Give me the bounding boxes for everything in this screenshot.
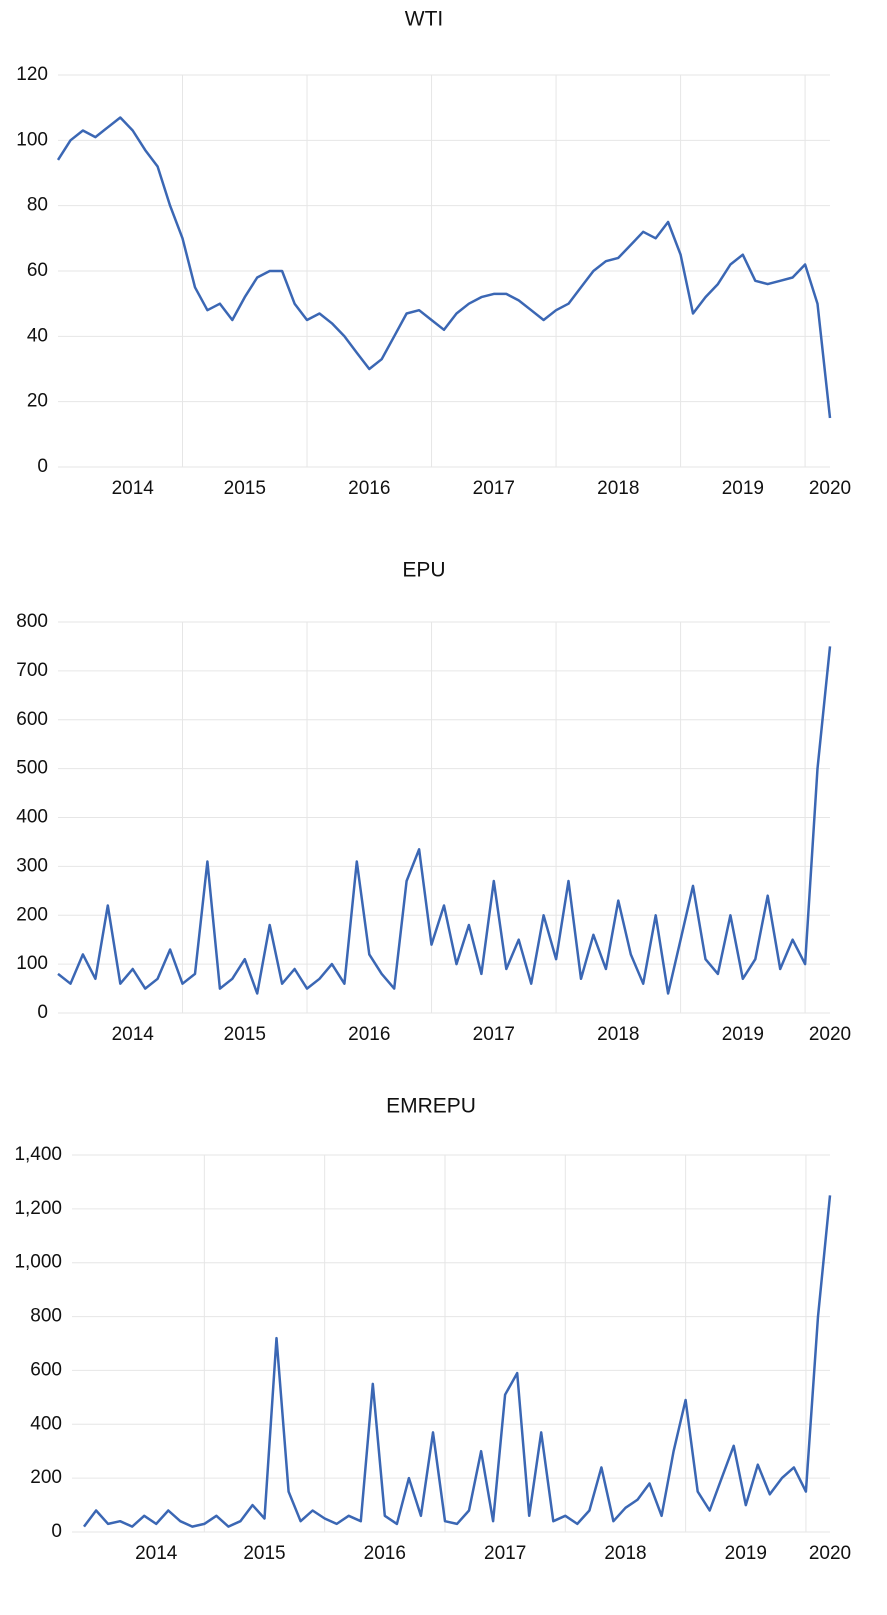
y-tick-label: 700	[16, 660, 48, 681]
x-tick-label: 2014	[112, 1024, 155, 1045]
x-tick-label: 2017	[484, 1543, 526, 1564]
x-tick-label: 2020	[809, 478, 851, 499]
x-tick-label: 2017	[473, 1024, 515, 1045]
x-tick-label: 2015	[224, 478, 266, 499]
y-tick-label: 200	[30, 1467, 62, 1488]
x-tick-label: 2018	[604, 1543, 646, 1564]
y-tick-label: 20	[27, 391, 48, 412]
y-tick-label: 60	[27, 260, 48, 281]
y-tick-label: 0	[37, 456, 48, 477]
x-tick-label: 2020	[809, 1543, 851, 1564]
y-tick-label: 0	[51, 1521, 62, 1542]
y-tick-label: 1,200	[14, 1198, 62, 1219]
x-tick-label: 2016	[348, 1024, 390, 1045]
data-line	[57, 646, 832, 995]
chart-title: WTI	[405, 8, 443, 31]
y-tick-label: 80	[27, 195, 48, 216]
x-tick-label: 2016	[364, 1543, 406, 1564]
x-tick-label: 2020	[809, 1024, 851, 1045]
y-tick-label: 120	[16, 64, 48, 85]
x-tick-label: 2014	[135, 1543, 178, 1564]
y-tick-label: 300	[16, 855, 48, 876]
y-tick-label: 800	[30, 1306, 62, 1327]
data-line	[56, 116, 832, 419]
x-tick-label: 2019	[725, 1543, 767, 1564]
y-tick-label: 600	[30, 1359, 62, 1380]
y-tick-label: 400	[16, 807, 48, 828]
x-tick-label: 2015	[243, 1543, 285, 1564]
y-tick-label: 600	[16, 709, 48, 730]
y-tick-label: 1,000	[14, 1252, 62, 1273]
chart-title: EPU	[402, 559, 445, 582]
y-tick-label: 1,400	[14, 1144, 62, 1165]
y-tick-label: 200	[16, 904, 48, 925]
y-tick-label: 500	[16, 758, 48, 779]
y-tick-label: 0	[37, 1002, 48, 1023]
data-line	[83, 1195, 832, 1528]
x-tick-label: 2018	[597, 1024, 639, 1045]
x-tick-label: 2017	[473, 478, 515, 499]
x-tick-label: 2015	[224, 1024, 266, 1045]
y-tick-label: 40	[27, 325, 48, 346]
x-tick-label: 2018	[597, 478, 639, 499]
x-tick-label: 2016	[348, 478, 390, 499]
x-tick-label: 2019	[722, 478, 764, 499]
y-tick-label: 400	[30, 1413, 62, 1434]
y-tick-label: 100	[16, 129, 48, 150]
x-tick-label: 2019	[722, 1024, 764, 1045]
chart-title: EMREPU	[386, 1095, 476, 1118]
x-tick-label: 2014	[112, 478, 155, 499]
y-tick-label: 100	[16, 953, 48, 974]
y-tick-label: 800	[16, 611, 48, 632]
